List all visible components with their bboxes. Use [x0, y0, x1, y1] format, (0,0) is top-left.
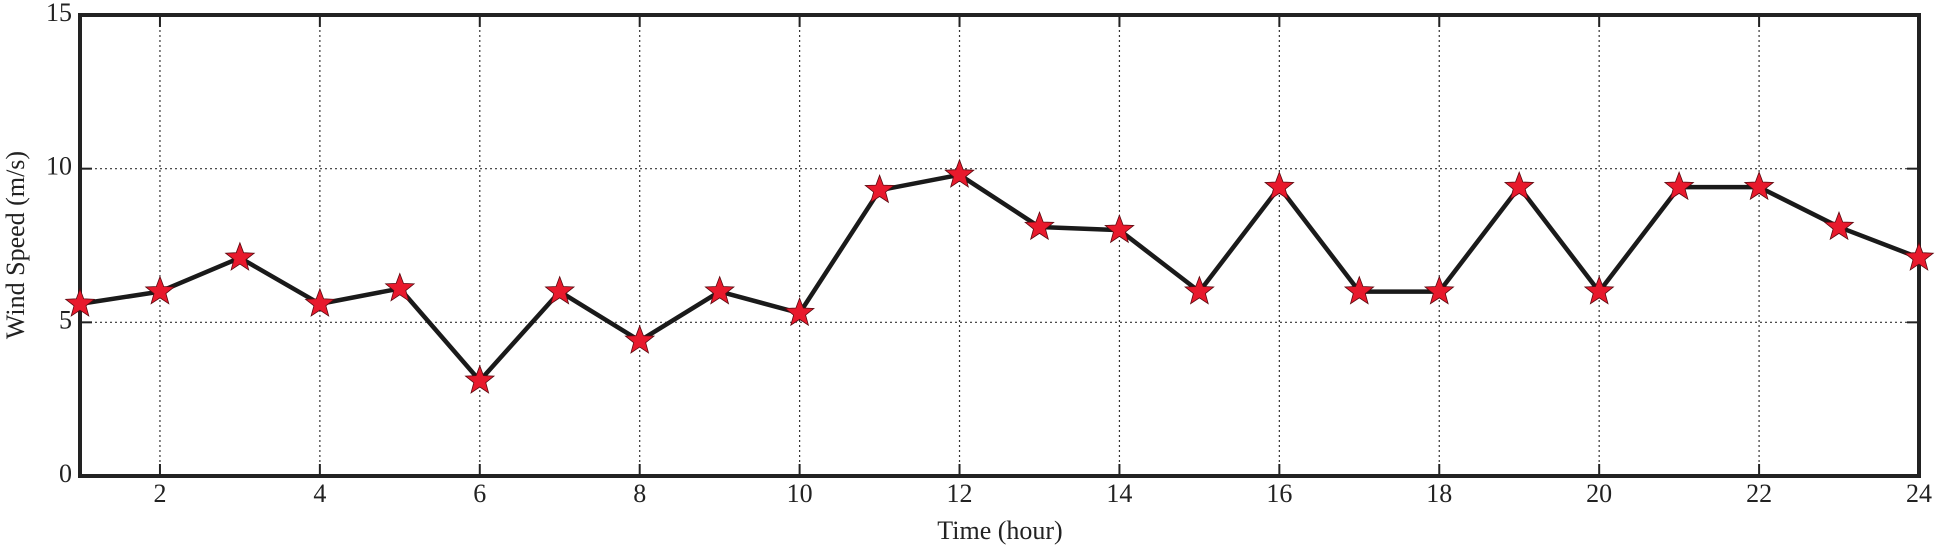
star-marker — [1823, 210, 1855, 241]
star-marker — [64, 287, 96, 317]
star-marker — [944, 158, 975, 188]
y-tick-label: 0 — [59, 459, 72, 488]
star-marker — [1104, 213, 1135, 244]
star-marker — [1024, 210, 1055, 241]
star-marker — [1423, 275, 1455, 305]
y-tick-label: 10 — [46, 152, 72, 181]
x-tick-label: 24 — [1906, 479, 1932, 508]
star-marker — [1343, 275, 1375, 305]
star-marker — [1583, 275, 1615, 305]
x-tick-label: 4 — [313, 479, 326, 508]
star-marker — [1903, 241, 1935, 271]
x-tick-label: 20 — [1586, 479, 1612, 508]
star-marker — [144, 275, 176, 305]
y-axis-label: Wind Speed (m/s) — [1, 151, 30, 339]
x-tick-label: 12 — [947, 479, 973, 508]
star-marker — [1743, 170, 1775, 201]
star-marker — [704, 275, 735, 305]
data-line — [79, 172, 1920, 383]
x-axis-label: Time (hour) — [937, 516, 1062, 545]
star-marker — [304, 287, 336, 317]
star-marker — [1184, 275, 1215, 305]
star-marker — [784, 296, 815, 327]
star-marker — [384, 272, 416, 302]
star-marker — [624, 324, 656, 354]
y-tick-label: 15 — [46, 0, 72, 27]
x-tick-label: 18 — [1426, 479, 1452, 508]
star-marker — [1264, 170, 1295, 201]
x-tick-label: 2 — [153, 479, 166, 508]
x-tick-label: 14 — [1106, 479, 1132, 508]
star-marker — [464, 364, 496, 394]
star-marker — [1503, 170, 1535, 201]
y-tick-label: 5 — [59, 305, 72, 334]
x-tick-label: 22 — [1746, 479, 1772, 508]
x-tick-label: 8 — [633, 479, 646, 508]
x-tick-label: 6 — [473, 479, 486, 508]
star-marker — [864, 174, 895, 204]
plot-frame — [78, 13, 1921, 478]
x-tick-label: 16 — [1266, 479, 1292, 508]
star-marker — [544, 275, 576, 305]
star-marker — [1663, 170, 1695, 201]
star-marker — [224, 241, 256, 271]
x-tick-label: 10 — [787, 479, 813, 508]
